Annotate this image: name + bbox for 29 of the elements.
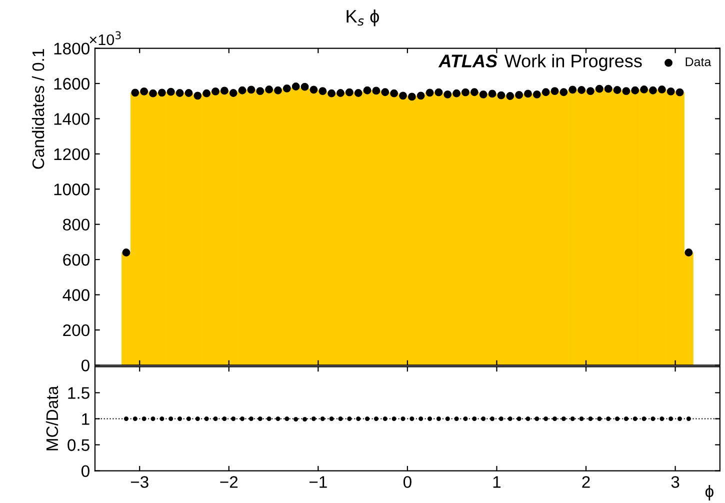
text: ×10$^{3}$ [90, 31, 121, 46]
y-tick-label: 0 [81, 465, 90, 478]
chart-title: K$_{s}$ ϕ [346, 9, 379, 26]
y-tick-label: 0.5 [68, 439, 90, 451]
x-tick-label: 2 [582, 476, 590, 488]
y-tick-label: 0 [81, 360, 90, 372]
x-tick-label: 1 [493, 476, 501, 488]
annotation: Work in Progress [504, 54, 642, 71]
y-tick-label: 1200 [54, 148, 90, 160]
x-tick-label: −2 [220, 476, 238, 488]
y-axis-title: Candidates / 0.1 [32, 49, 44, 169]
y-tick-label: 1.5 [68, 387, 90, 399]
y-tick-label: 1800 [54, 42, 90, 54]
x-axis-title: ϕ [705, 484, 714, 500]
y-tick-label: 1400 [54, 113, 90, 125]
x-tick-label: 3 [671, 476, 680, 488]
y-tick-label: 200 [63, 324, 90, 336]
y-tick-label: 400 [62, 289, 90, 301]
y-tick-label: 600 [63, 254, 90, 266]
y-tick-label: 1600 [54, 78, 90, 90]
legend-label: Data [686, 57, 712, 66]
x-tick-label: 0 [403, 476, 412, 488]
y-tick-label: 800 [63, 218, 90, 231]
x-tick-label: −3 [130, 476, 148, 488]
annotation: ATLAS [438, 54, 498, 68]
y-axis-title: MC/Data [46, 386, 58, 450]
x-tick-label: −1 [309, 476, 327, 488]
y-tick-label: 1 [82, 413, 90, 425]
y-tick-label: 1000 [54, 184, 90, 196]
